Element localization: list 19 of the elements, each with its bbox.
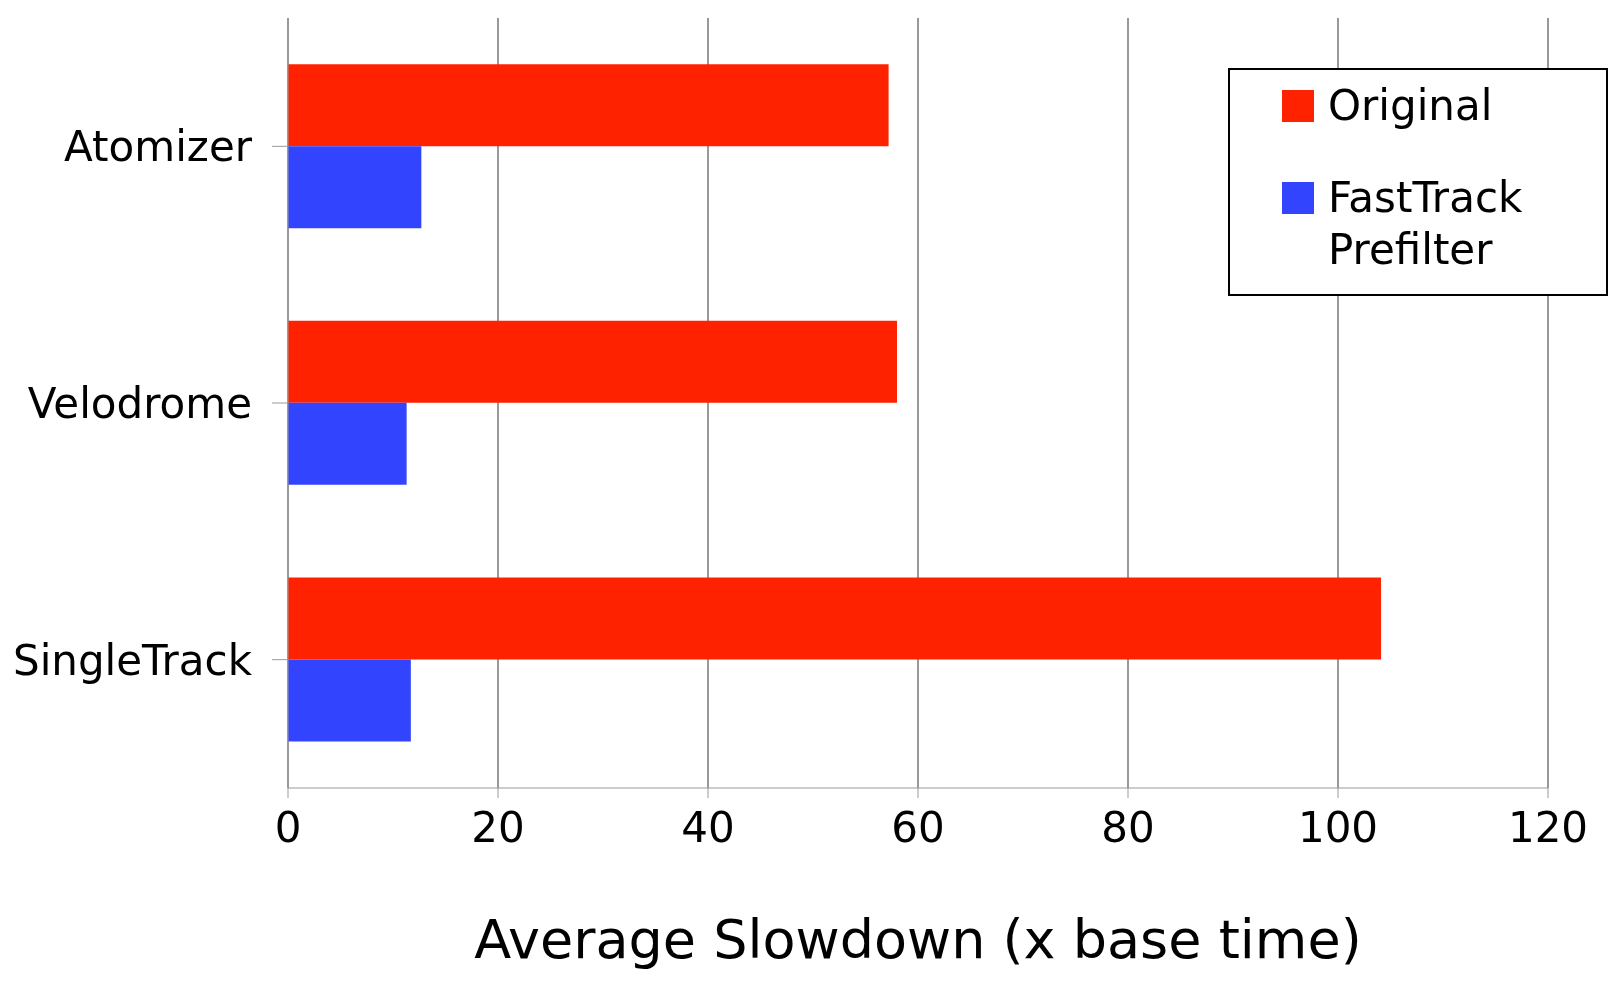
x-tick-label: 40 [681,802,735,852]
x-tick-label: 120 [1507,802,1589,852]
x-tick-label: 20 [471,802,525,852]
bar [288,659,411,742]
bar [288,64,889,147]
x-tick-label: 100 [1297,802,1379,852]
bar [288,402,407,485]
x-axis-title: Average Slowdown (x base time) [473,908,1363,971]
y-tick-label: SingleTrack [12,635,253,685]
y-tick-label: Atomizer [64,122,253,172]
bar [288,577,1382,660]
bar [288,320,897,403]
x-tick-label: 80 [1101,802,1155,852]
legend-label: Original [1328,80,1493,132]
y-tick-label: Velodrome [27,378,252,428]
x-tick-label: 0 [274,802,302,852]
bar [288,146,422,229]
legend-label: FastTrack Prefilter [1328,172,1524,276]
x-tick-label: 60 [891,802,945,852]
